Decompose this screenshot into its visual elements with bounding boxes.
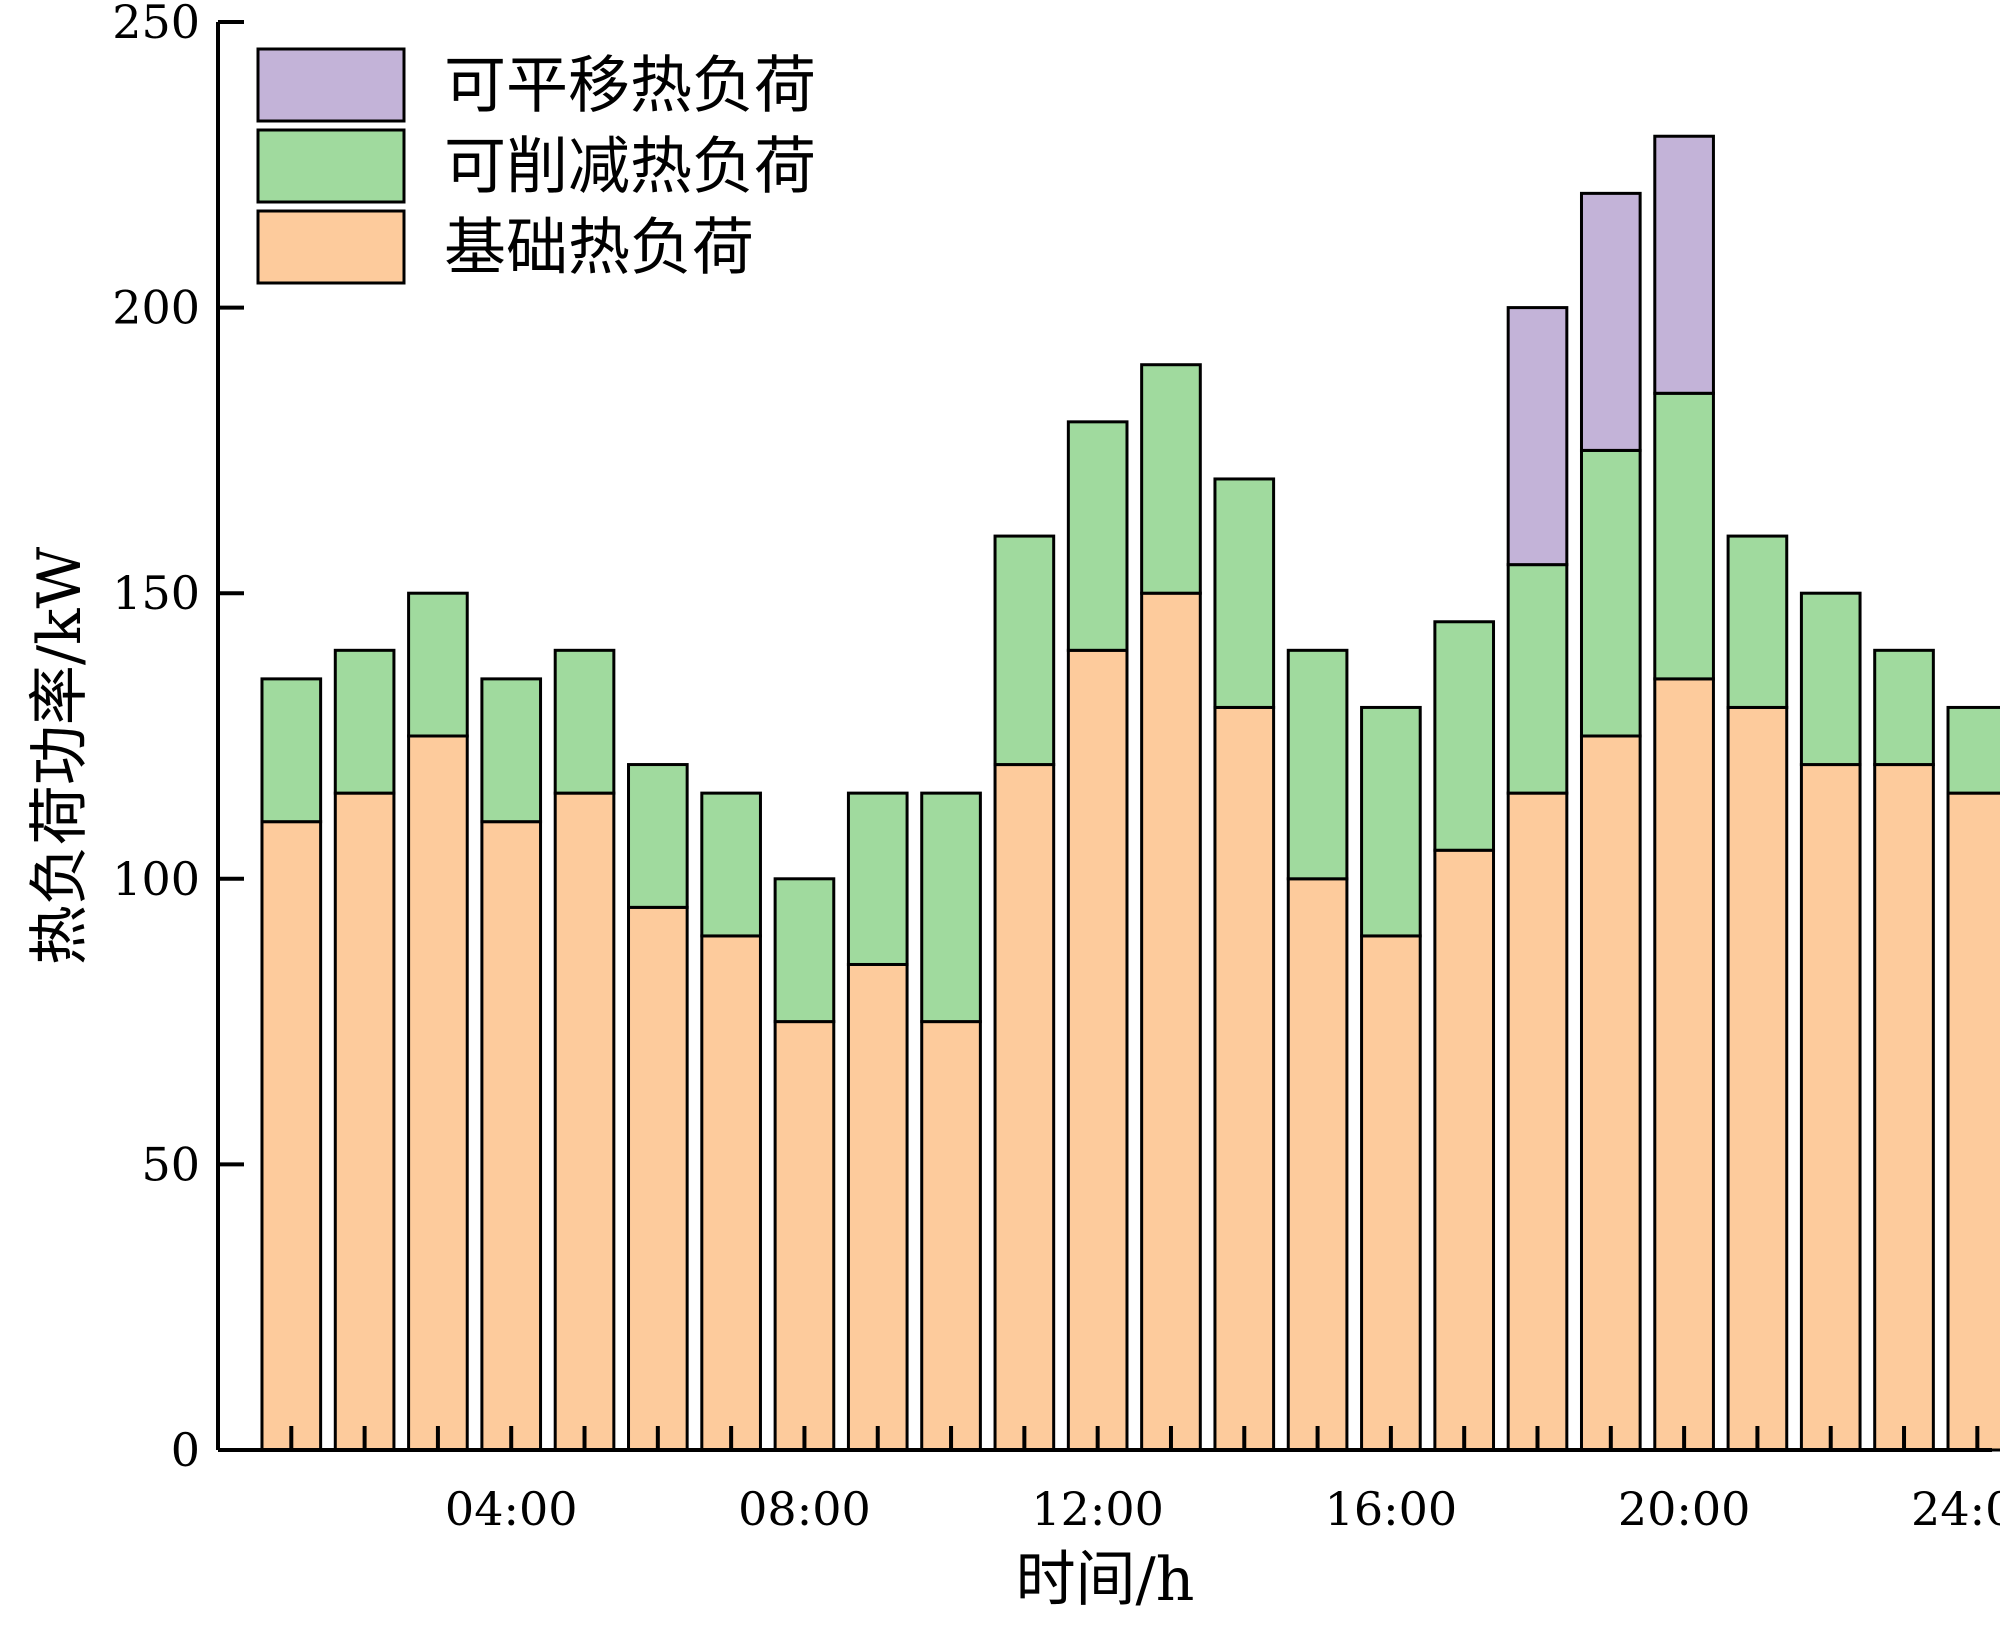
bar-base-2 — [333, 791, 396, 1452]
bar-reducible-5 — [553, 648, 616, 795]
bar-reducible-14 — [1213, 477, 1276, 709]
bar-reducible-11 — [993, 534, 1056, 767]
x-tick-label-16: 16:00 — [1325, 1482, 1458, 1536]
x-tick-label-12: 12:00 — [1031, 1482, 1164, 1536]
bar-base-11 — [993, 763, 1056, 1452]
legend-label-0: 可平移热负荷 — [444, 49, 816, 122]
y-tick-label-250: 250 — [112, 0, 200, 49]
y-tick-label-0: 0 — [171, 1423, 200, 1477]
bar-reducible-16 — [1360, 705, 1422, 938]
bar-base-14 — [1213, 705, 1276, 1452]
bar-shiftable-19 — [1579, 191, 1642, 452]
bar-reducible-23 — [1873, 648, 1935, 767]
bar-base-23 — [1873, 763, 1935, 1452]
bar-base-17 — [1433, 848, 1496, 1452]
axes-layer — [216, 22, 1992, 1452]
legend-label-2: 基础热负荷 — [444, 211, 754, 284]
bar-base-13 — [1140, 591, 1202, 1452]
bar-reducible-7 — [700, 791, 762, 938]
bar-base-1 — [260, 820, 323, 1452]
bar-base-8 — [773, 1020, 836, 1452]
bar-reducible-1 — [260, 677, 323, 824]
x-tick-label-4: 04:00 — [445, 1482, 578, 1536]
y-tick-label-150: 150 — [112, 566, 200, 620]
bar-reducible-10 — [920, 791, 982, 1024]
x-tick-label-24: 24:00 — [1911, 1482, 2000, 1536]
x-axis-title: 时间/h — [1016, 1545, 1195, 1615]
legend-label-1: 可削减热负荷 — [444, 130, 816, 203]
bar-reducible-20 — [1653, 391, 1715, 681]
bar-base-3 — [407, 734, 469, 1452]
bar-reducible-12 — [1066, 420, 1129, 652]
y-tick-label-100: 100 — [112, 852, 200, 906]
bar-base-21 — [1726, 705, 1789, 1452]
bar-reducible-21 — [1726, 534, 1789, 709]
bar-reducible-19 — [1579, 448, 1642, 738]
bar-base-9 — [846, 962, 909, 1452]
bar-reducible-3 — [407, 591, 469, 738]
bar-base-7 — [700, 934, 762, 1452]
bar-reducible-9 — [846, 791, 909, 966]
bar-reducible-18 — [1506, 563, 1569, 795]
bar-reducible-8 — [773, 877, 836, 1024]
legend-swatch-1 — [256, 128, 406, 204]
bar-reducible-17 — [1433, 620, 1496, 852]
legend-swatch-2 — [256, 209, 406, 285]
y-tick-label-200: 200 — [112, 281, 200, 335]
bar-base-16 — [1360, 934, 1422, 1452]
bar-base-20 — [1653, 677, 1715, 1452]
bar-reducible-24 — [1946, 705, 2000, 795]
y-tick-label-50: 50 — [141, 1137, 200, 1191]
bar-base-4 — [480, 820, 543, 1452]
y-ticks: 0 50 100 150 200 250 — [112, 0, 244, 1477]
bar-base-12 — [1066, 648, 1129, 1452]
bar-reducible-2 — [333, 648, 396, 795]
bars-layer — [260, 134, 2000, 1452]
bar-base-10 — [920, 1020, 982, 1452]
bar-base-24 — [1946, 791, 2000, 1452]
x-tick-label-8: 08:00 — [738, 1482, 871, 1536]
legend-swatch-0 — [256, 47, 406, 123]
bar-base-15 — [1286, 877, 1349, 1452]
bar-reducible-13 — [1140, 363, 1202, 595]
x-ticks: 04:00 08:00 12:00 16:00 20:00 24:00 — [289, 1426, 2000, 1536]
bar-base-18 — [1506, 791, 1569, 1452]
bar-base-22 — [1799, 763, 1862, 1452]
bar-base-19 — [1579, 734, 1642, 1452]
bar-shiftable-18 — [1506, 306, 1569, 567]
bar-reducible-4 — [480, 677, 543, 824]
bar-shiftable-20 — [1653, 134, 1715, 395]
y-axis-title: 热负荷功率/kW — [25, 547, 95, 966]
bar-base-5 — [553, 791, 616, 1452]
bar-base-6 — [627, 905, 689, 1452]
bar-reducible-15 — [1286, 648, 1349, 881]
x-tick-label-20: 20:00 — [1618, 1482, 1751, 1536]
bar-reducible-6 — [627, 763, 689, 909]
bar-reducible-22 — [1799, 591, 1862, 767]
